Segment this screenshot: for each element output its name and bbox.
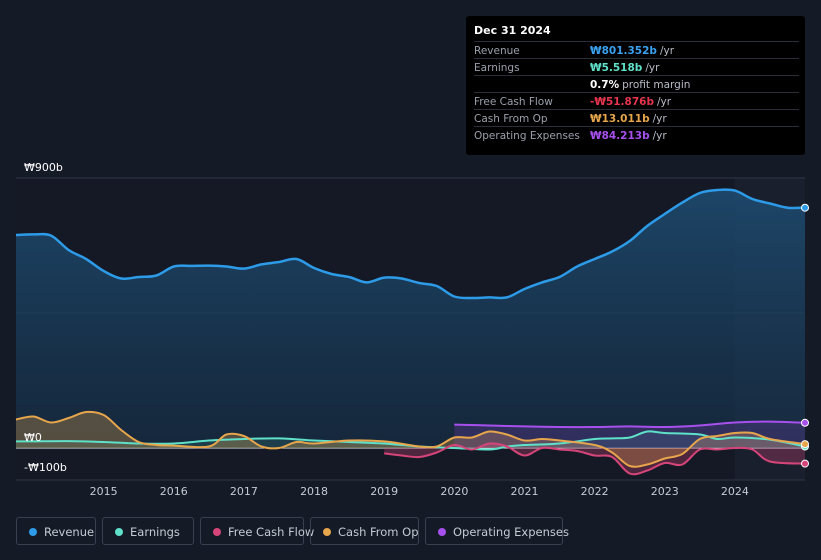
tooltip-row-cash-from-op: Cash From Op ₩13.011b/yr [474,109,799,127]
x-tick-label: 2021 [510,485,538,498]
y-tick-label: ₩0 [24,431,42,444]
x-tick-label: 2022 [581,485,609,498]
tooltip-value: ₩801.352b/yr [590,45,675,57]
tooltip-value: -₩51.876b/yr [590,96,672,108]
cash-from-op-end-point [801,440,809,449]
y-tick-label: -₩100b [24,461,67,474]
tooltip-value: ₩84.213b/yr [590,130,667,142]
tooltip-row-profit-margin: 0.7% profit margin [474,75,799,93]
tooltip-label: Cash From Op [474,113,548,125]
tooltip-row-free-cash-flow: Free Cash Flow -₩51.876b/yr [474,92,799,110]
legend-label: Free Cash Flow [228,525,315,539]
free-cash-flow-line [384,442,806,476]
free-cash-flow-end-point [801,459,809,468]
legend-dot-icon [115,528,123,536]
legend-item-earnings[interactable]: Earnings [102,517,194,545]
tooltip-row-earnings: Earnings ₩5.518b/yr [474,58,799,76]
tooltip-value: ₩5.518b/yr [590,62,660,74]
legend-label: Earnings [130,525,180,539]
legend-dot-icon [323,528,331,536]
x-tick-label: 2017 [230,485,258,498]
legend-item-operating-expenses[interactable]: Operating Expenses [425,517,569,545]
operating-expenses-area [454,421,805,448]
cash-from-op-line [15,410,806,468]
legend-dot-icon [213,528,221,536]
revenue-line [15,188,806,300]
tooltip: Dec 31 2024 Revenue ₩801.352b/yr Earnings ₩… [466,16,805,155]
tooltip-row-operating-expenses: Operating Expenses ₩84.213b/yr [474,126,799,144]
tooltip-label: Free Cash Flow [474,96,553,108]
legend-item-free-cash-flow[interactable]: Free Cash Flow [200,517,314,545]
x-tick-label: 2016 [160,485,188,498]
x-tick-label: 2020 [440,485,468,498]
tooltip-label: Operating Expenses [474,130,580,142]
tooltip-date: Dec 31 2024 [474,24,551,37]
legend-label: Operating Expenses [453,525,569,539]
tooltip-row-revenue: Revenue ₩801.352b/yr [474,41,799,59]
legend-item-cash-from-op[interactable]: Cash From Op [310,517,419,545]
tooltip-value: ₩13.011b/yr [590,113,667,125]
legend-label: Revenue [44,525,95,539]
revenue-end-point [801,203,809,212]
y-tick-label: ₩900b [24,161,63,174]
x-tick-label: 2023 [651,485,679,498]
cash-from-op-area [16,411,805,467]
legend-item-revenue[interactable]: Revenue [16,517,96,545]
operating-expenses-end-point [801,418,809,427]
tooltip-value: 0.7% profit margin [590,79,691,91]
free-cash-flow-area [384,443,805,475]
x-tick-label: 2015 [90,485,118,498]
legend-dot-icon [29,528,37,536]
legend-label: Cash From Op [338,525,419,539]
x-tick-label: 2024 [721,485,749,498]
x-tick-label: 2018 [300,485,328,498]
operating-expenses-line [454,420,806,429]
tooltip-label: Revenue [474,45,520,57]
legend-dot-icon [438,528,446,536]
x-tick-label: 2019 [370,485,398,498]
tooltip-label: Earnings [474,62,520,74]
